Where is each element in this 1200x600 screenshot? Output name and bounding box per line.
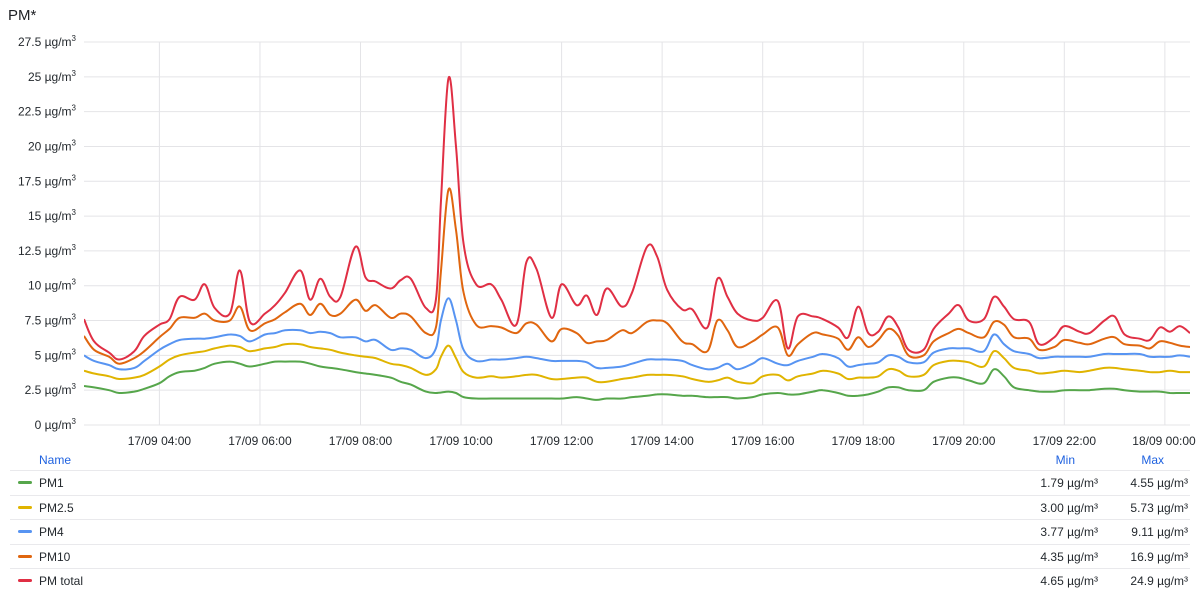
- legend-series-name[interactable]: PM10: [39, 549, 71, 564]
- legend-header-max[interactable]: Max: [1141, 453, 1164, 467]
- series-line-pm10: [84, 187, 1190, 365]
- x-tick-label: 17/09 04:00: [128, 434, 192, 448]
- x-tick-label: 17/09 20:00: [932, 434, 996, 448]
- legend-max-value: 5.73 µg/m³: [1130, 500, 1188, 515]
- legend-header-min[interactable]: Min: [1055, 453, 1075, 467]
- legend-max-value: 16.9 µg/m³: [1130, 549, 1188, 564]
- series-line-pm2-5: [84, 342, 1190, 385]
- panel-title: PM*: [8, 7, 37, 24]
- legend-row-pm1[interactable]: PM1 1.79 µg/m³ 4.55 µg/m³: [10, 470, 1190, 495]
- x-tick-label: 17/09 22:00: [1033, 434, 1097, 448]
- y-tick-label: 7.5 µg/m3: [25, 313, 77, 328]
- series-color-swatch: [18, 481, 32, 484]
- x-tick-label: 17/09 18:00: [832, 434, 896, 448]
- y-tick-label: 17.5 µg/m3: [18, 173, 77, 188]
- x-tick-label: 17/09 06:00: [228, 434, 292, 448]
- legend-header-name[interactable]: Name: [39, 453, 72, 467]
- legend-series-name[interactable]: PM1: [39, 476, 64, 490]
- legend-min-value: 4.65 µg/m³: [1040, 574, 1098, 588]
- x-tick-label: 17/09 08:00: [329, 434, 393, 448]
- series-line-pm1: [84, 360, 1190, 401]
- x-tick-label: 17/09 10:00: [429, 434, 493, 448]
- legend-min-value: 1.79 µg/m³: [1040, 476, 1098, 490]
- y-tick-label: 25 µg/m3: [28, 69, 77, 84]
- legend-table: Name Min Max PM1 1.79 µg/m³ 4.55 µg/m³ P…: [10, 448, 1190, 593]
- series-color-swatch: [18, 530, 32, 533]
- x-tick-label: 17/09 16:00: [731, 434, 795, 448]
- y-tick-label: 15 µg/m3: [28, 208, 77, 223]
- series-line-pm4: [84, 297, 1190, 371]
- series-lines: [84, 75, 1190, 401]
- y-tick-label: 0 µg/m3: [35, 417, 77, 432]
- series-color-swatch: [18, 579, 32, 582]
- y-tick-label: 27.5 µg/m3: [18, 34, 77, 49]
- legend-series-name[interactable]: PM2.5: [39, 500, 74, 515]
- x-tick-label: 18/09 00:00: [1132, 434, 1196, 448]
- legend-max-value: 9.11 µg/m³: [1131, 525, 1188, 539]
- legend-header: Name Min Max: [10, 448, 1190, 470]
- legend-row-pm10[interactable]: PM10 4.35 µg/m³ 16.9 µg/m³: [10, 543, 1190, 569]
- legend-series-name[interactable]: PM4: [39, 525, 64, 539]
- pm-line-chart: 0 µg/m3 2.5 µg/m3 5 µg/m3 7.5 µg/m3 10 µg/m3…: [18, 34, 1196, 448]
- legend-min-value: 4.35 µg/m³: [1040, 549, 1098, 564]
- x-tick-label: 17/09 14:00: [630, 434, 694, 448]
- legend-min-value: 3.77 µg/m³: [1040, 525, 1098, 539]
- series-color-swatch: [18, 554, 32, 558]
- y-tick-label: 10 µg/m3: [28, 278, 77, 293]
- x-tick-label: 17/09 12:00: [530, 434, 594, 448]
- legend-max-value: 4.55 µg/m³: [1130, 476, 1188, 490]
- legend-row-pm4[interactable]: PM4 3.77 µg/m³ 9.11 µg/m³: [10, 519, 1190, 544]
- legend-row-pm2-5[interactable]: PM2.5 3.00 µg/m³ 5.73 µg/m³: [10, 494, 1190, 520]
- legend-row-pm-total[interactable]: PM total 4.65 µg/m³ 24.9 µg/m³: [10, 568, 1190, 593]
- legend-max-value: 24.9 µg/m³: [1130, 574, 1188, 588]
- y-tick-label: 5 µg/m3: [35, 347, 77, 362]
- grid-lines: [84, 41, 1190, 426]
- y-tick-label: 20 µg/m3: [28, 138, 77, 153]
- legend-series-name[interactable]: PM total: [39, 574, 84, 588]
- series-color-swatch: [18, 505, 32, 509]
- y-tick-label: 22.5 µg/m3: [18, 104, 77, 119]
- y-tick-label: 12.5 µg/m3: [18, 243, 77, 258]
- legend-min-value: 3.00 µg/m³: [1040, 500, 1098, 515]
- series-line-pm-total: [84, 75, 1190, 361]
- y-tick-label: 2.5 µg/m3: [25, 382, 77, 397]
